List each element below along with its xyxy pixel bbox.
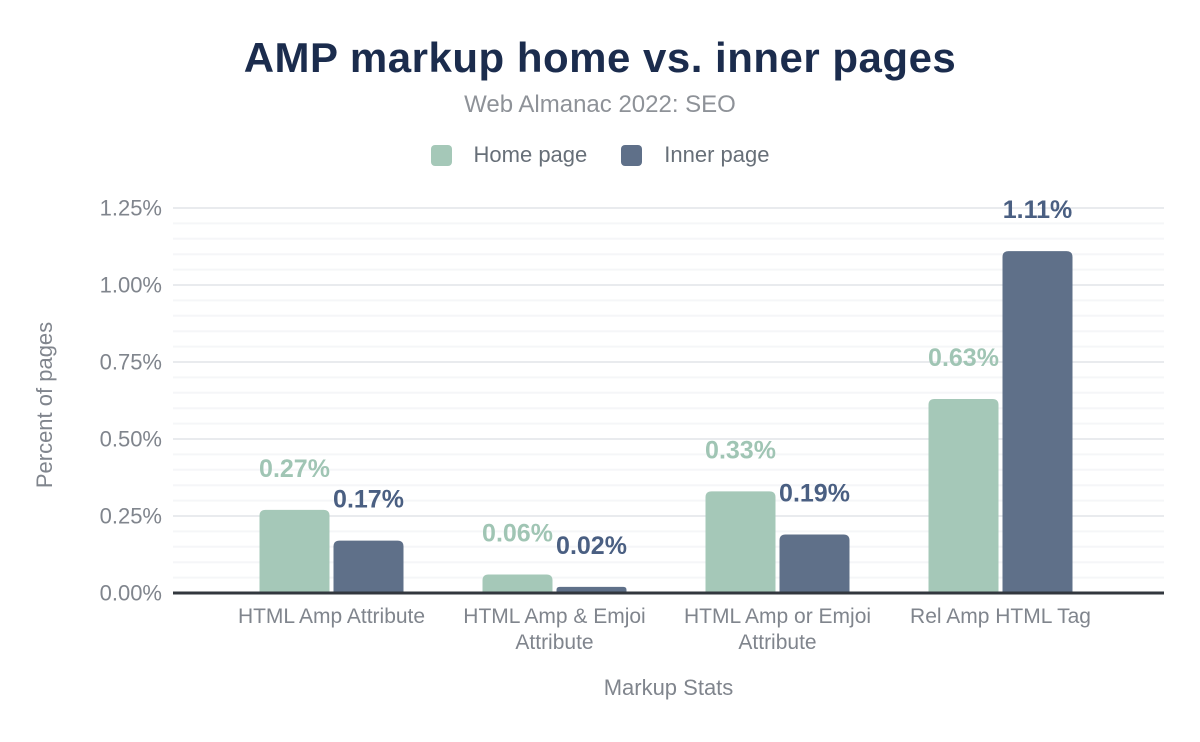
x-axis-line [173,591,1164,595]
home-page-swatch-icon [430,144,452,166]
y-tick-label: 0.75% [100,350,162,375]
x-category-label: Rel Amp HTML Tag [910,605,1091,628]
bar-home-page-3 [928,398,999,593]
bar-value-label: 0.17% [333,486,404,514]
y-tick-label: 0.50% [100,427,162,452]
x-category-label: Attribute [738,631,816,654]
bar-value-label: 1.11% [1003,196,1073,224]
bar-home-page-1 [482,574,553,593]
bar-value-label: 0.27% [259,455,330,483]
chart-legend: Home page Inner page [0,142,1200,168]
bar-value-label: 0.02% [556,532,627,560]
x-axis-title: Markup Stats [604,675,734,700]
inner-page-swatch-icon [621,144,643,166]
bar-inner-page-0 [333,540,404,593]
bar-home-page-2 [705,491,776,593]
y-tick-label: 0.00% [100,581,162,606]
bar-value-label: 0.06% [482,520,553,548]
bar-value-label: 0.63% [928,344,999,372]
bar-inner-page-2 [779,534,850,593]
legend-label: Inner page [664,142,770,167]
bar-value-label: 0.19% [779,479,850,507]
x-category-label: HTML Amp or Emjoi [684,605,871,628]
y-tick-label: 1.00% [100,273,162,298]
bar-inner-page-3 [1002,251,1073,593]
chart-title: AMP markup home vs. inner pages [243,34,957,81]
y-tick-label: 1.25% [100,196,162,221]
bar-value-label: 0.33% [705,436,776,464]
chart-subtitle: Web Almanac 2022: SEO [464,91,736,118]
x-category-label: Attribute [515,631,593,654]
bar-home-page-0 [259,509,330,593]
bar-inner-page-1 [556,586,627,593]
legend-label: Home page [473,142,588,167]
legend-item-inner-page: Inner page [621,142,769,168]
y-tick-label: 0.25% [100,504,162,529]
legend-item-home-page: Home page [430,142,588,168]
y-axis-title: Percent of pages [32,322,57,488]
x-category-label: HTML Amp Attribute [238,605,425,628]
x-category-label: HTML Amp & Emjoi [463,605,645,628]
